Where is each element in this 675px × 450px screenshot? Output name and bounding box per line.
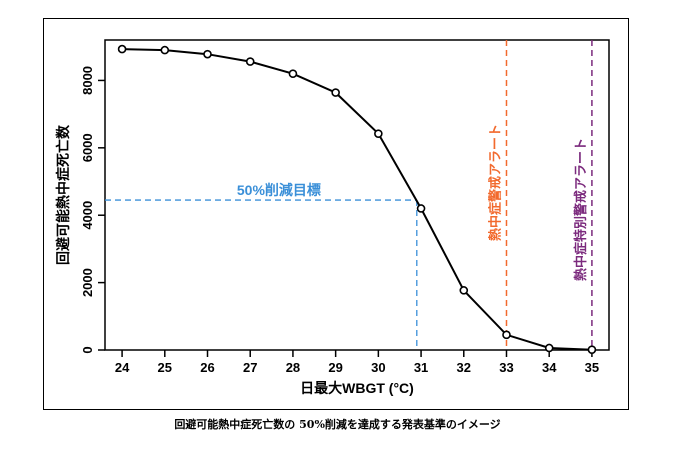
y-tick-label: 0 xyxy=(80,346,95,353)
y-axis-label: 回避可能熱中症死亡数 xyxy=(55,124,71,265)
data-point xyxy=(544,343,554,353)
special-alert-label: 熱中症特別警戒アラート xyxy=(573,138,588,281)
y-tick-label: 2000 xyxy=(80,268,95,297)
figure-caption: 回避可能熱中症死亡数の 50%削減を達成する発表基準のイメージ xyxy=(174,418,501,431)
wbgt-death-chart: 0 2000 4000 6000 8000 24 25 26 27 28 29 30 31 32 33 34… xyxy=(55,39,610,396)
data-points xyxy=(117,44,597,354)
y-axis: 0 2000 4000 6000 8000 xyxy=(80,66,105,354)
x-tick-label: 31 xyxy=(414,360,428,375)
reference-lines: 50%削減目標 熱中症警戒アラート 熱中症特別警戒アラート xyxy=(105,40,593,350)
x-tick-label: 26 xyxy=(200,360,214,375)
x-tick-label: 30 xyxy=(371,360,385,375)
series-line xyxy=(122,48,592,351)
chart-frame: 0 2000 4000 6000 8000 24 25 26 27 28 29 30 31 32 33 34… xyxy=(43,18,629,410)
data-point xyxy=(416,204,426,213)
x-tick-label: 29 xyxy=(328,360,342,375)
data-point xyxy=(160,45,170,55)
data-point xyxy=(245,57,255,66)
target-label: 50%削減目標 xyxy=(237,182,321,198)
data-point xyxy=(587,345,597,354)
y-tick-label: 8000 xyxy=(80,66,95,95)
x-tick-label: 33 xyxy=(499,360,513,375)
plot-area xyxy=(104,39,610,351)
alert-label: 熱中症警戒アラート xyxy=(487,124,502,241)
data-point xyxy=(331,88,340,97)
x-tick-label: 24 xyxy=(115,360,130,375)
data-point xyxy=(203,49,212,59)
data-point xyxy=(459,286,469,295)
y-tick-label: 4000 xyxy=(80,201,95,230)
x-tick-label: 32 xyxy=(457,360,471,375)
data-point xyxy=(288,69,298,78)
x-axis: 24 25 26 27 28 29 30 31 32 33 34 35 xyxy=(115,350,599,375)
x-tick-label: 27 xyxy=(243,360,257,375)
x-tick-label: 35 xyxy=(585,360,599,375)
x-tick-label: 25 xyxy=(158,360,172,375)
x-tick-label: 34 xyxy=(542,360,557,375)
data-point xyxy=(502,330,511,340)
x-axis-label: 日最大WBGT (°C) xyxy=(300,380,414,396)
x-tick-label: 28 xyxy=(286,360,300,375)
data-point xyxy=(374,129,383,138)
y-tick-label: 6000 xyxy=(80,133,95,162)
data-point xyxy=(117,44,127,54)
